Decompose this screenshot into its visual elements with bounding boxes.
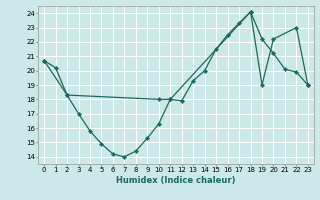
X-axis label: Humidex (Indice chaleur): Humidex (Indice chaleur) bbox=[116, 176, 236, 185]
